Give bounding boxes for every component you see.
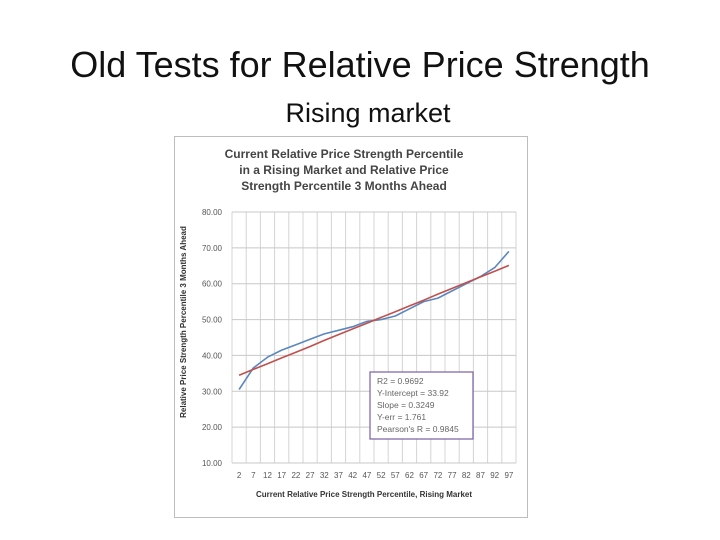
x-tick-label: 37 — [334, 471, 343, 480]
x-tick-label: 47 — [362, 471, 371, 480]
stats-slope: Slope = 0.3249 — [377, 400, 435, 410]
stats-intercept: Y-Intercept = 33.92 — [377, 388, 449, 398]
x-tick-label: 27 — [306, 471, 315, 480]
x-tick-label: 12 — [263, 471, 272, 480]
chart-title-line-1: Current Relative Price Strength Percenti… — [225, 147, 464, 161]
y-tick-label: 70.00 — [202, 244, 223, 253]
x-tick-label: 52 — [377, 471, 386, 480]
chart-title-line-3: Strength Percentile 3 Months Ahead — [241, 179, 447, 193]
x-axis-title: Current Relative Price Strength Percenti… — [256, 490, 472, 499]
stats-r2: R2 = 0.9692 — [377, 376, 424, 386]
stats-pearson: Pearson's R = 0.9845 — [377, 424, 459, 434]
x-tick-label: 42 — [348, 471, 357, 480]
y-tick-label: 20.00 — [202, 423, 223, 432]
y-tick-labels: 10.00 20.00 30.00 40.00 50.00 60.00 70.00 80.00 — [202, 208, 223, 468]
series-lines — [238, 250, 510, 390]
series-line-trend — [238, 264, 510, 376]
x-tick-labels: 2 7 12 17 22 27 32 37 42 47 52 57 62 67 72 77 82 87 92 97 — [237, 471, 514, 480]
y-tick-label: 60.00 — [202, 280, 223, 289]
regression-stats-box: R2 = 0.9692 Y-Intercept = 33.92 Slope = … — [369, 371, 474, 440]
grid-lines — [231, 211, 517, 464]
x-tick-label: 22 — [291, 471, 300, 480]
x-tick-label: 67 — [419, 471, 428, 480]
x-tick-label: 92 — [490, 471, 499, 480]
x-tick-label: 32 — [320, 471, 329, 480]
x-tick-label: 97 — [504, 471, 513, 480]
y-tick-label: 10.00 — [202, 459, 223, 468]
stats-yerr: Y-err = 1.761 — [377, 412, 426, 422]
x-tick-label: 7 — [251, 471, 256, 480]
x-tick-label: 77 — [448, 471, 457, 480]
y-tick-label: 30.00 — [202, 387, 223, 396]
x-tick-label: 82 — [462, 471, 471, 480]
x-tick-label: 72 — [433, 471, 442, 480]
y-axis-title: Relative Price Strength Percentile 3 Mon… — [179, 226, 188, 418]
y-tick-label: 50.00 — [202, 316, 223, 325]
y-tick-label: 40.00 — [202, 351, 223, 360]
chart-title-line-2: in a Rising Market and Relative Price — [239, 163, 449, 177]
x-tick-label: 62 — [405, 471, 414, 480]
x-tick-label: 2 — [237, 471, 242, 480]
y-tick-label: 80.00 — [202, 208, 223, 217]
x-tick-label: 57 — [391, 471, 400, 480]
slide-subtitle: Rising market — [285, 98, 451, 128]
x-tick-label: 87 — [476, 471, 485, 480]
x-tick-label: 17 — [277, 471, 286, 480]
slide-title: Old Tests for Relative Price Strength — [70, 44, 650, 85]
line-chart: Current Relative Price Strength Percenti… — [179, 147, 517, 499]
